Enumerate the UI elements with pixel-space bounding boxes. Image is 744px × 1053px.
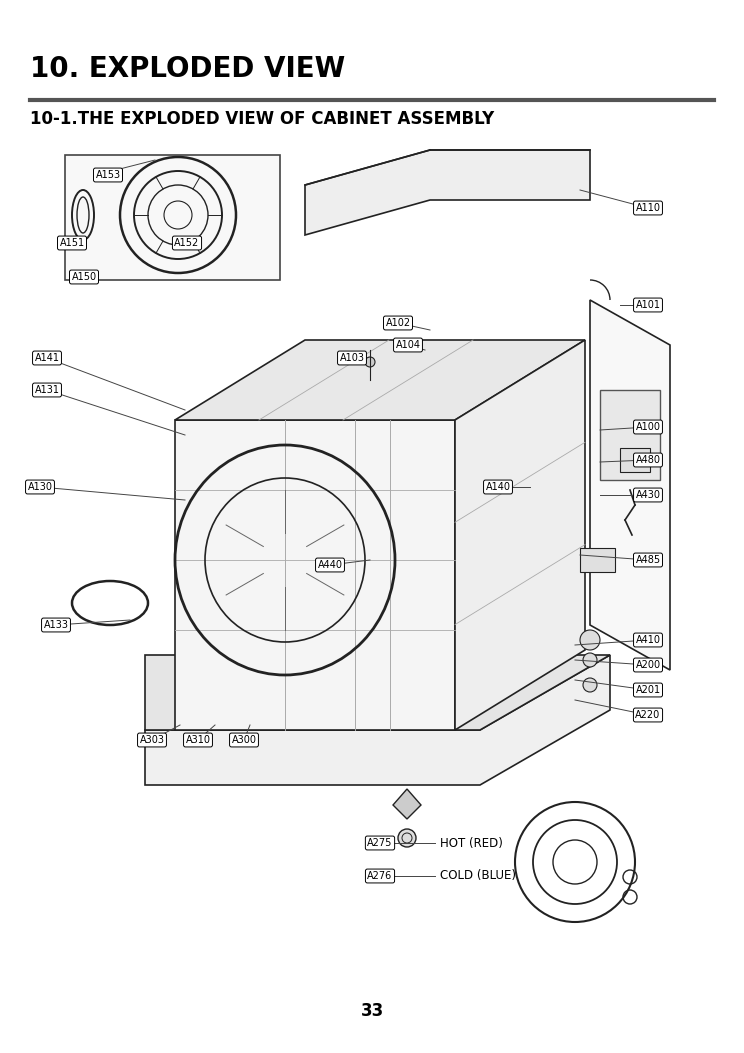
Text: A140: A140 <box>486 482 510 492</box>
Text: A110: A110 <box>635 203 661 213</box>
Polygon shape <box>145 655 610 784</box>
Text: A103: A103 <box>339 353 365 363</box>
Text: 10-1.THE EXPLODED VIEW OF CABINET ASSEMBLY: 10-1.THE EXPLODED VIEW OF CABINET ASSEMB… <box>30 110 494 128</box>
Text: A480: A480 <box>635 455 661 465</box>
Text: A102: A102 <box>385 318 411 327</box>
Text: A220: A220 <box>635 710 661 720</box>
Text: 10. EXPLODED VIEW: 10. EXPLODED VIEW <box>30 55 345 83</box>
Polygon shape <box>600 390 660 480</box>
Circle shape <box>583 653 597 667</box>
Circle shape <box>398 829 416 847</box>
Polygon shape <box>175 340 585 420</box>
Polygon shape <box>620 448 650 472</box>
Text: A151: A151 <box>60 238 85 249</box>
Circle shape <box>580 630 600 650</box>
Polygon shape <box>393 789 421 819</box>
Polygon shape <box>175 420 455 730</box>
Text: A430: A430 <box>635 490 661 500</box>
Text: A410: A410 <box>635 635 661 645</box>
Polygon shape <box>580 548 615 572</box>
Text: A310: A310 <box>185 735 211 746</box>
Text: A152: A152 <box>174 238 199 249</box>
Polygon shape <box>455 340 585 730</box>
Text: A101: A101 <box>635 300 661 310</box>
Text: A150: A150 <box>71 272 97 282</box>
Text: 33: 33 <box>360 1002 384 1020</box>
Text: A131: A131 <box>34 385 60 395</box>
Text: A200: A200 <box>635 660 661 670</box>
Text: A440: A440 <box>318 560 342 570</box>
Text: A300: A300 <box>231 735 257 746</box>
Text: A133: A133 <box>43 620 68 630</box>
Text: A153: A153 <box>95 170 121 180</box>
Polygon shape <box>65 155 280 280</box>
Text: A485: A485 <box>635 555 661 565</box>
Polygon shape <box>145 655 610 730</box>
Text: A201: A201 <box>635 686 661 695</box>
Text: A276: A276 <box>368 871 393 881</box>
Polygon shape <box>590 300 670 670</box>
Text: A141: A141 <box>34 353 60 363</box>
Polygon shape <box>305 150 590 235</box>
Text: A275: A275 <box>368 838 393 848</box>
Circle shape <box>365 357 375 367</box>
Circle shape <box>583 678 597 692</box>
Text: A303: A303 <box>140 735 164 746</box>
Text: A130: A130 <box>28 482 53 492</box>
Text: HOT (RED): HOT (RED) <box>440 836 503 850</box>
Text: COLD (BLUE): COLD (BLUE) <box>440 870 516 882</box>
Text: A100: A100 <box>635 422 661 432</box>
Text: A104: A104 <box>396 340 420 350</box>
